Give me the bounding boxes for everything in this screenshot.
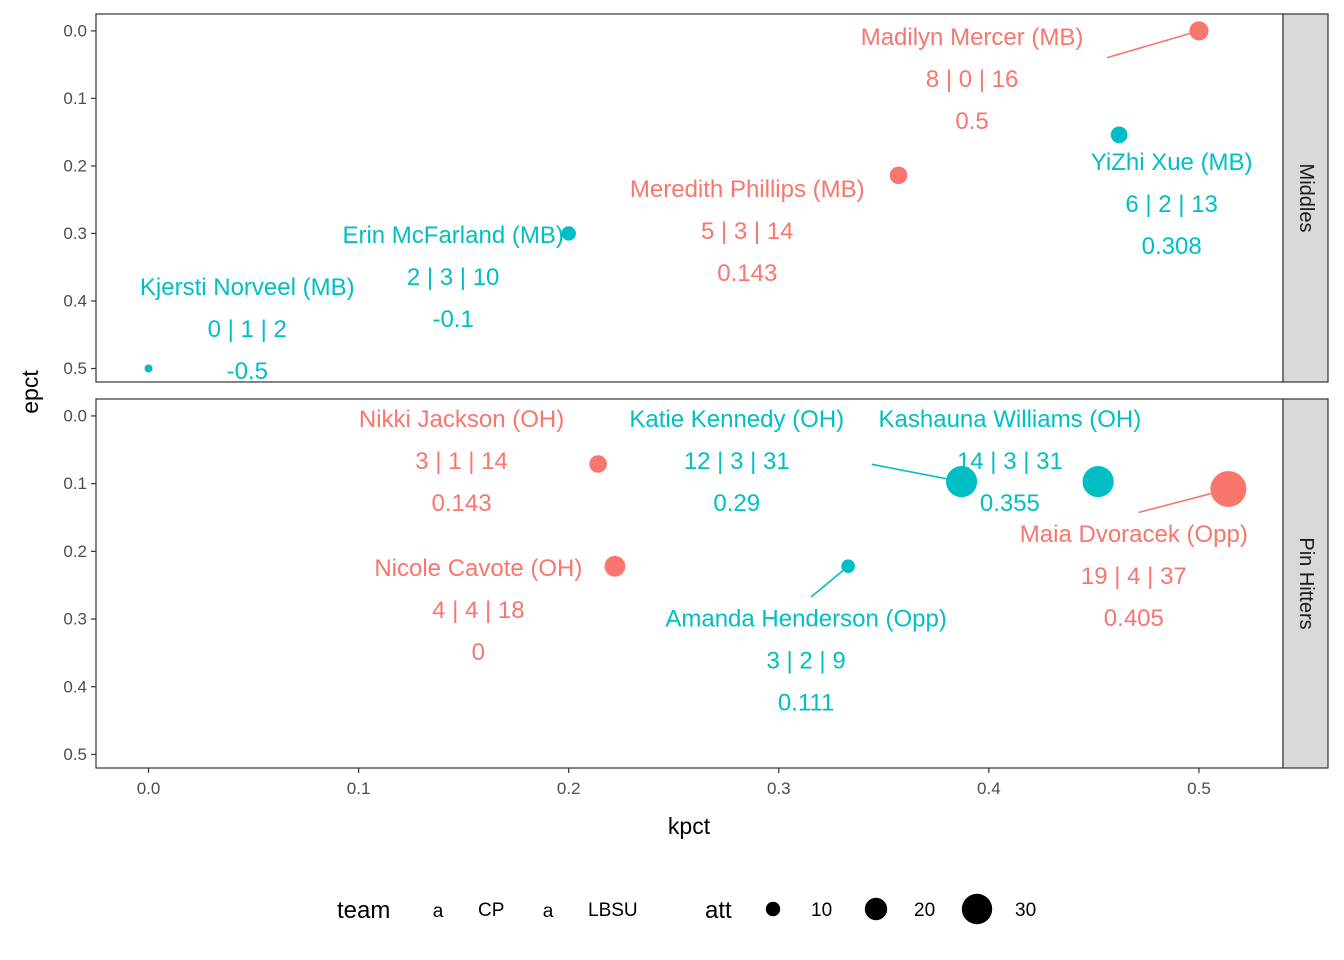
- point-label-stats: 14 | 3 | 31: [957, 448, 1063, 475]
- x-axis-title: kpct: [668, 813, 711, 839]
- x-tick-label: 0.4: [977, 779, 1001, 798]
- x-axis: 0.0 0.1 0.2 0.3 0.4 0.5: [137, 768, 1211, 798]
- point-label-name: YiZhi Xue (MB): [1091, 149, 1253, 176]
- facet-strip: [1282, 13, 1329, 383]
- y-tick-label: 0.1: [63, 474, 87, 493]
- facet-strip-label: Middles: [1295, 164, 1317, 233]
- point-label-name: Meredith Phillips (MB): [630, 176, 865, 203]
- y-tick-label: 0.4: [63, 677, 87, 696]
- point-label-name: Nicole Cavote (OH): [374, 555, 582, 582]
- point-label-name: Kashauna Williams (OH): [879, 406, 1142, 433]
- x-tick-label: 0.1: [347, 779, 371, 798]
- point-label-pct: 0.111: [778, 690, 835, 717]
- legend-size-label: 30: [1015, 900, 1036, 921]
- facet-panel-0: Middles 0.0 0.1 0.2 0.3 0.4 0.5 Madilyn Mercer …: [63, 13, 1329, 385]
- point-label-name: Katie Kennedy (OH): [629, 406, 844, 433]
- point-erin-mcfarland-mb-: [561, 226, 576, 241]
- label-leader-line: [1106, 30, 1200, 59]
- point-label-pct: 0.143: [432, 490, 492, 517]
- point-label-pct: 0.355: [980, 490, 1040, 517]
- panel-border: [95, 398, 1284, 769]
- legend-size-label: 20: [914, 900, 935, 921]
- point-label-stats: 12 | 3 | 31: [684, 448, 790, 475]
- point-kjersti-norveel-mb-: [144, 364, 153, 373]
- point-label-stats: 5 | 3 | 14: [701, 218, 794, 245]
- point-katie-kennedy-oh-: [945, 466, 978, 498]
- point-label-pct: 0.5: [955, 108, 988, 135]
- legend-size-label: 10: [811, 900, 832, 921]
- legend-team-label: CP: [478, 900, 504, 921]
- point-label-name: Kjersti Norveel (MB): [140, 274, 355, 301]
- x-tick-label: 0.0: [137, 779, 161, 798]
- y-tick-label: 0.0: [63, 406, 87, 425]
- point-label-stats: 6 | 2 | 13: [1125, 191, 1218, 218]
- y-tick-label: 0.3: [63, 224, 87, 243]
- x-tick-label: 0.3: [767, 779, 791, 798]
- facet-panel-1: Pin Hitters 0.0 0.1 0.2 0.3 0.4 0.5 Nikki Jacks…: [63, 398, 1329, 769]
- facet-strip-label: Pin Hitters: [1295, 537, 1317, 629]
- legend-size-key: [765, 901, 781, 917]
- y-axis-title: epct: [17, 370, 43, 414]
- y-tick-label: 0.3: [63, 610, 87, 629]
- point-label-pct: -0.1: [432, 306, 473, 333]
- y-tick-label: 0.4: [63, 291, 87, 310]
- y-tick-label: 0.2: [63, 542, 87, 561]
- legend-team-label: LBSU: [588, 900, 638, 921]
- facet-strip: [1282, 398, 1329, 769]
- y-tick-label: 0.1: [63, 89, 87, 108]
- legend-size-title: att: [705, 897, 732, 924]
- y-tick-label: 0.5: [63, 359, 87, 378]
- point-label-name: Nikki Jackson (OH): [359, 406, 564, 433]
- panel-border: [95, 13, 1284, 383]
- point-kashauna-williams-oh-: [1082, 466, 1114, 498]
- point-label-pct: 0.308: [1142, 233, 1202, 260]
- point-label-stats: 8 | 0 | 16: [926, 66, 1019, 93]
- point-label-name: Madilyn Mercer (MB): [861, 24, 1084, 51]
- point-yizhi-xue-mb-: [1110, 126, 1128, 144]
- point-amanda-henderson-opp-: [841, 559, 855, 574]
- point-label-pct: -0.5: [227, 358, 268, 385]
- y-tick-label: 0.2: [63, 156, 87, 175]
- legend-size-key: [961, 893, 993, 925]
- label-leader-line: [810, 565, 849, 598]
- x-tick-label: 0.2: [557, 779, 581, 798]
- point-maia-dvoracek-opp-: [1210, 471, 1247, 508]
- legend-team-key: a: [433, 901, 444, 922]
- point-label-name: Amanda Henderson (Opp): [665, 606, 946, 633]
- point-meredith-phillips-mb-: [889, 166, 908, 185]
- legend-size-key: [864, 897, 888, 921]
- point-label-name: Maia Dvoracek (Opp): [1020, 521, 1248, 548]
- y-tick-label: 0.0: [63, 21, 87, 40]
- point-nikki-jackson-oh-: [589, 455, 607, 473]
- x-tick-label: 0.5: [1187, 779, 1211, 798]
- point-label-stats: 4 | 4 | 18: [432, 597, 525, 624]
- facet-panels: Middles 0.0 0.1 0.2 0.3 0.4 0.5 Madilyn Mercer …: [63, 13, 1329, 769]
- legend-team-title: team: [337, 897, 390, 924]
- point-label-stats: 3 | 2 | 9: [767, 648, 846, 675]
- y-tick-label: 0.5: [63, 745, 87, 764]
- legend: team a CP a LBSU att 10 20 30: [337, 893, 1036, 925]
- point-label-stats: 0 | 1 | 2: [208, 316, 287, 343]
- point-label-stats: 2 | 3 | 10: [407, 264, 500, 291]
- legend-team-key: a: [543, 901, 554, 922]
- point-label-stats: 3 | 1 | 14: [415, 448, 508, 475]
- point-label-pct: 0.405: [1104, 605, 1164, 632]
- point-nicole-cavote-oh-: [604, 555, 626, 577]
- point-label-pct: 0.143: [717, 260, 777, 287]
- point-label-pct: 0: [472, 639, 485, 666]
- point-label-pct: 0.29: [713, 490, 760, 517]
- point-madilyn-mercer-mb-: [1189, 21, 1209, 41]
- point-label-stats: 19 | 4 | 37: [1081, 563, 1187, 590]
- point-label-name: Erin McFarland (MB): [342, 222, 563, 249]
